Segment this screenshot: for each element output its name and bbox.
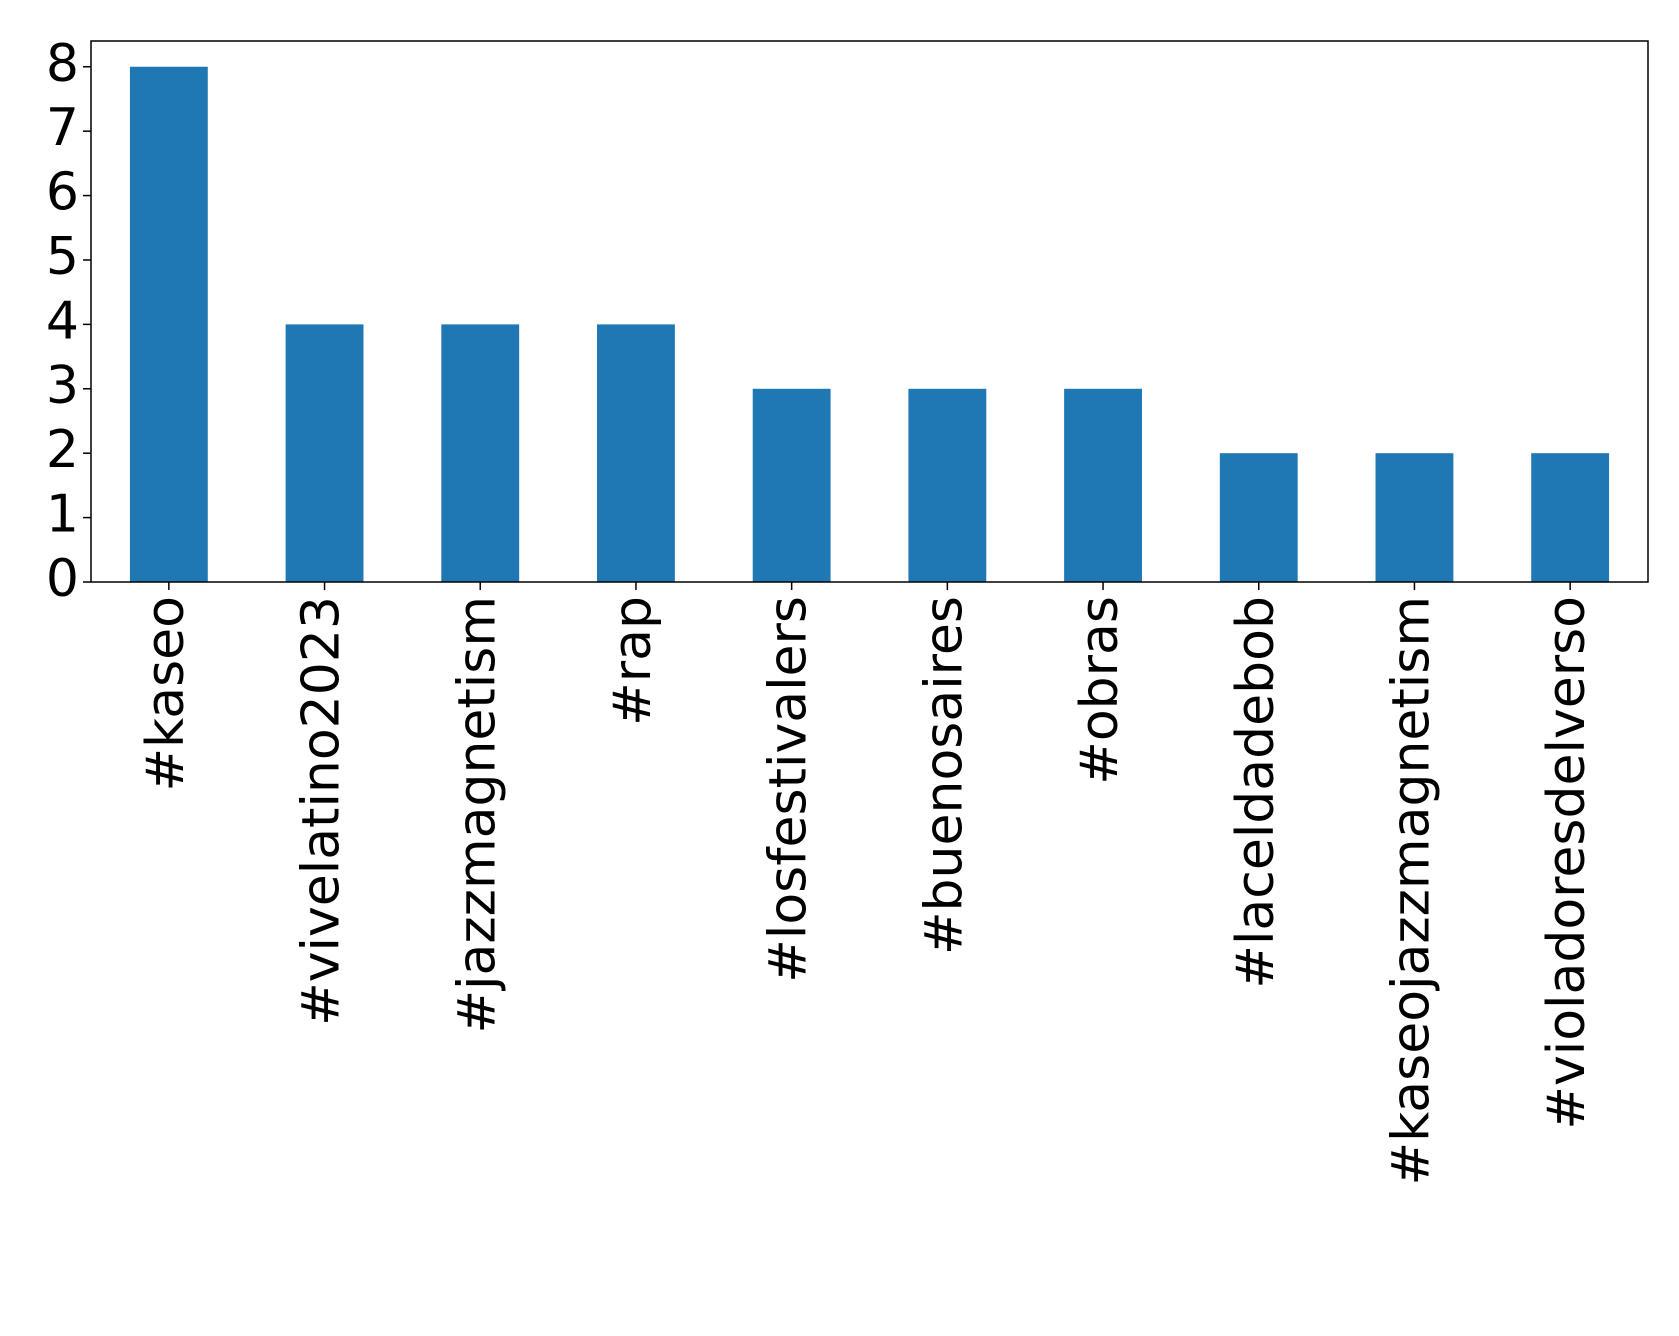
plot-frame bbox=[90, 40, 1649, 583]
bar bbox=[1064, 388, 1142, 582]
bar bbox=[752, 388, 831, 582]
y-tick-label: 1 bbox=[46, 485, 79, 545]
y-tick-label: 6 bbox=[46, 163, 79, 223]
bar bbox=[908, 388, 987, 582]
x-tick-label: #rap bbox=[603, 596, 663, 726]
bar bbox=[441, 324, 520, 582]
x-tick-label: #vivelatino2023 bbox=[292, 596, 352, 1026]
x-tick-label: #jazzmagnetism bbox=[447, 596, 507, 1034]
bar bbox=[1219, 453, 1298, 582]
y-tick-label: 3 bbox=[46, 356, 79, 416]
y-tick-label: 8 bbox=[46, 34, 79, 94]
y-tick-label: 5 bbox=[46, 227, 79, 287]
y-tick-label: 2 bbox=[46, 420, 79, 480]
y-tick-label: 4 bbox=[46, 291, 79, 351]
bar bbox=[1375, 453, 1454, 582]
bar bbox=[597, 324, 675, 582]
y-tick-label: 0 bbox=[46, 549, 79, 609]
y-tick-label: 7 bbox=[46, 98, 79, 158]
bar bbox=[1531, 453, 1610, 582]
x-tick-label: #kaseo bbox=[136, 596, 196, 792]
x-tick-label: #losfestivalers bbox=[759, 596, 819, 983]
x-tick-label: #laceldadebob bbox=[1226, 596, 1286, 989]
bar bbox=[129, 66, 208, 582]
x-tick-label: #buenosaires bbox=[914, 596, 974, 955]
x-tick-label: #kaseojazzmagnetism bbox=[1381, 596, 1441, 1186]
bar bbox=[285, 324, 364, 582]
x-tick-label: #obras bbox=[1070, 596, 1130, 785]
x-tick-label: #violadoresdelverso bbox=[1537, 596, 1597, 1130]
